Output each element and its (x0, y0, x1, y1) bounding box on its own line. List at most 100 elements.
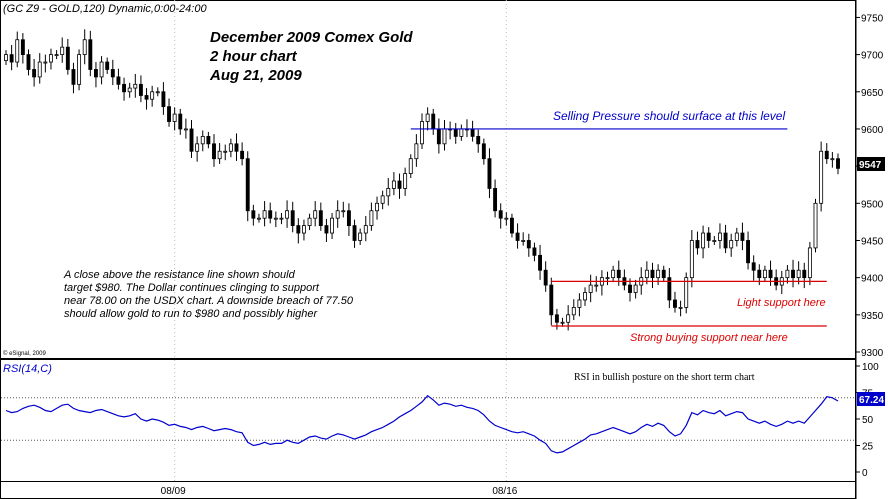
candle-body (836, 158, 840, 169)
candle-body (673, 299, 677, 308)
candle-body (751, 262, 756, 271)
candle-body (442, 128, 447, 145)
price-tick-label: 9300 (861, 348, 884, 359)
candle-body (498, 210, 503, 219)
candle-body (397, 180, 402, 189)
rsi-series (5, 394, 839, 454)
candle-body (122, 83, 127, 93)
rsi-tick-label: 100 (862, 362, 879, 373)
candle-body (43, 61, 48, 64)
candle-body (650, 269, 655, 279)
candle-body (420, 121, 424, 145)
candle-body (54, 54, 59, 57)
candle-body (127, 87, 132, 93)
candle-body (330, 217, 335, 234)
candle-body (515, 232, 520, 241)
candle-body (285, 210, 290, 219)
candle-body (183, 128, 188, 131)
candle-body (144, 95, 149, 100)
resistance-label: Selling Pressure should surface at this … (553, 109, 785, 123)
price-tick-label: 9750 (861, 13, 884, 24)
time-axis-frame (0, 481, 856, 499)
candle-body (296, 225, 301, 234)
candle-body (470, 128, 475, 137)
commentary-line3: near 78.00 on the USDX chart. A downside… (64, 295, 354, 307)
candle-body (26, 54, 31, 70)
candle-body (82, 39, 87, 56)
candle-body (431, 113, 436, 130)
candle-body (20, 39, 25, 56)
candle-body (684, 277, 689, 308)
candle-body (543, 269, 548, 286)
candle-body (251, 210, 256, 219)
rsi-panel-frame (0, 359, 856, 482)
rsi-title: RSI(14,C) (3, 363, 52, 375)
copyright-label: © eSignal, 2009 (3, 350, 46, 357)
candle-body (279, 217, 284, 220)
candle-body (734, 232, 739, 241)
candle-body (240, 150, 245, 160)
candle-body (695, 240, 700, 249)
candle-body (200, 135, 205, 145)
candle-body (161, 91, 166, 108)
candle-body (37, 61, 42, 78)
candle-body (813, 202, 818, 249)
candle-body (656, 269, 661, 279)
candle-body (352, 225, 357, 241)
candle-body (105, 61, 110, 70)
candle-body (150, 91, 155, 100)
candle-body (335, 210, 340, 219)
level-lines (410, 128, 827, 327)
candle-body (729, 240, 734, 249)
candle-body (32, 69, 37, 78)
price-tick-label: 9450 (861, 236, 884, 247)
candle-body (301, 225, 306, 234)
candle-body (403, 173, 408, 189)
candle-body (481, 143, 486, 160)
chart-title-line2: 2 hour chart (209, 48, 298, 65)
candle-body (436, 128, 441, 145)
candle-body (223, 150, 228, 153)
candle-body (425, 113, 430, 122)
candle-body (566, 314, 571, 323)
candle-body (796, 269, 801, 279)
candle-body (768, 269, 773, 279)
chart-title-line3: Aug 21, 2009 (209, 67, 302, 84)
candle-body (644, 269, 649, 279)
candle-body (824, 150, 829, 160)
candle-body (549, 284, 554, 316)
candle-body (234, 143, 239, 152)
candle-body (605, 277, 610, 280)
candle-body (262, 210, 267, 219)
last-price-badge (857, 157, 885, 171)
candle-body (138, 83, 143, 96)
candle-body (369, 210, 374, 227)
candle-body (830, 158, 835, 161)
rsi-tick-label: 25 (862, 442, 874, 453)
candle-body (408, 158, 413, 174)
candles (4, 29, 840, 331)
candle-body (88, 39, 93, 70)
candle-body (49, 54, 53, 63)
time-tick-label: 08/16 (492, 486, 517, 497)
candle-body (99, 61, 104, 78)
candle-body (189, 128, 194, 152)
candle-body (60, 46, 65, 56)
candle-body (526, 240, 531, 249)
candle-body (723, 232, 728, 249)
candle-body (65, 46, 70, 70)
candle-body (560, 321, 565, 324)
candle-body (554, 314, 559, 323)
candle-body (532, 247, 537, 256)
candle-body (762, 269, 767, 279)
candle-body (583, 292, 587, 301)
last-price-value: 9547 (859, 160, 882, 171)
commentary-line2: target $980. The Dollar continues clingi… (64, 282, 320, 294)
candle-body (167, 106, 171, 122)
candle-body (133, 83, 138, 89)
candle-body (94, 69, 98, 78)
candle-body (594, 284, 599, 287)
candle-body (245, 158, 250, 212)
candle-body (380, 195, 385, 204)
candle-body (577, 299, 582, 308)
